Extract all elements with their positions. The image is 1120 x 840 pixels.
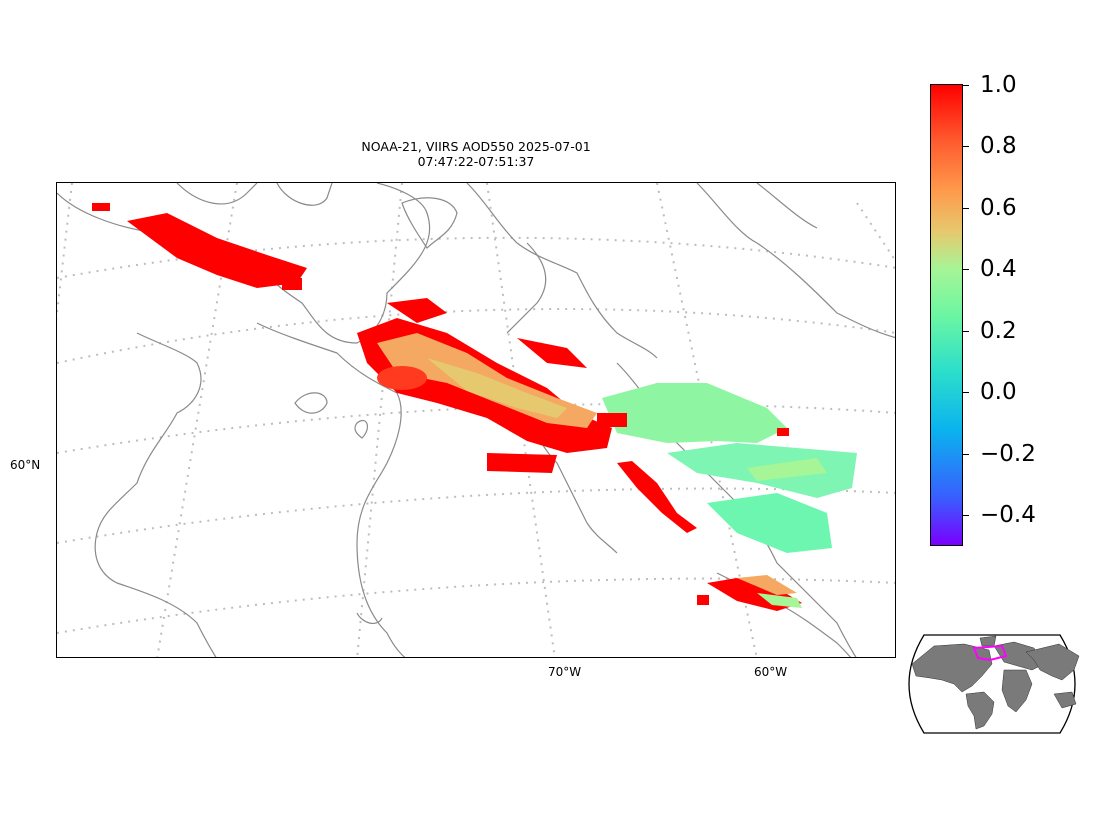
colorbar-tick (963, 454, 969, 456)
colorbar-tick (963, 85, 969, 87)
colorbar-tick (963, 269, 969, 271)
map-title-line1: NOAA-21, VIIRS AOD550 2025-07-01 (361, 139, 591, 154)
colorbar (930, 84, 963, 546)
aod-plume-central (357, 298, 612, 473)
aod-plume-south (617, 461, 802, 611)
colorbar-tick (963, 146, 969, 148)
colorbar-tick (963, 392, 969, 394)
colorbar-label: 0.6 (980, 195, 1017, 221)
colorbar-label: 0.0 (980, 379, 1017, 405)
colorbar-label: 1.0 (980, 72, 1017, 98)
colorbar-label: 0.2 (980, 318, 1017, 344)
map-canvas (57, 183, 895, 657)
inset-globe-map (894, 634, 1090, 734)
colorbar-tick (963, 208, 969, 210)
colorbar-tick (963, 331, 969, 333)
colorbar-label: −0.2 (980, 441, 1036, 467)
colorbar-label: 0.8 (980, 133, 1017, 159)
aod-plume-northwest (92, 203, 307, 290)
lon-label-60w: 60°W (754, 665, 788, 679)
map-panel[interactable] (56, 182, 896, 658)
map-title-line2: 07:47:22-07:51:37 (417, 154, 535, 169)
inset-land (911, 635, 1080, 730)
lat-label-60n: 60°N (10, 458, 41, 472)
aod-plume-east (597, 383, 857, 553)
colorbar-tick (963, 515, 969, 517)
colorbar-label: 0.4 (980, 256, 1017, 282)
map-title: NOAA-21, VIIRS AOD550 2025-07-01 07:47:2… (300, 139, 652, 169)
colorbar-label: −0.4 (980, 502, 1036, 528)
lon-label-70w: 70°W (548, 665, 582, 679)
inset-region-outline (972, 644, 1008, 662)
